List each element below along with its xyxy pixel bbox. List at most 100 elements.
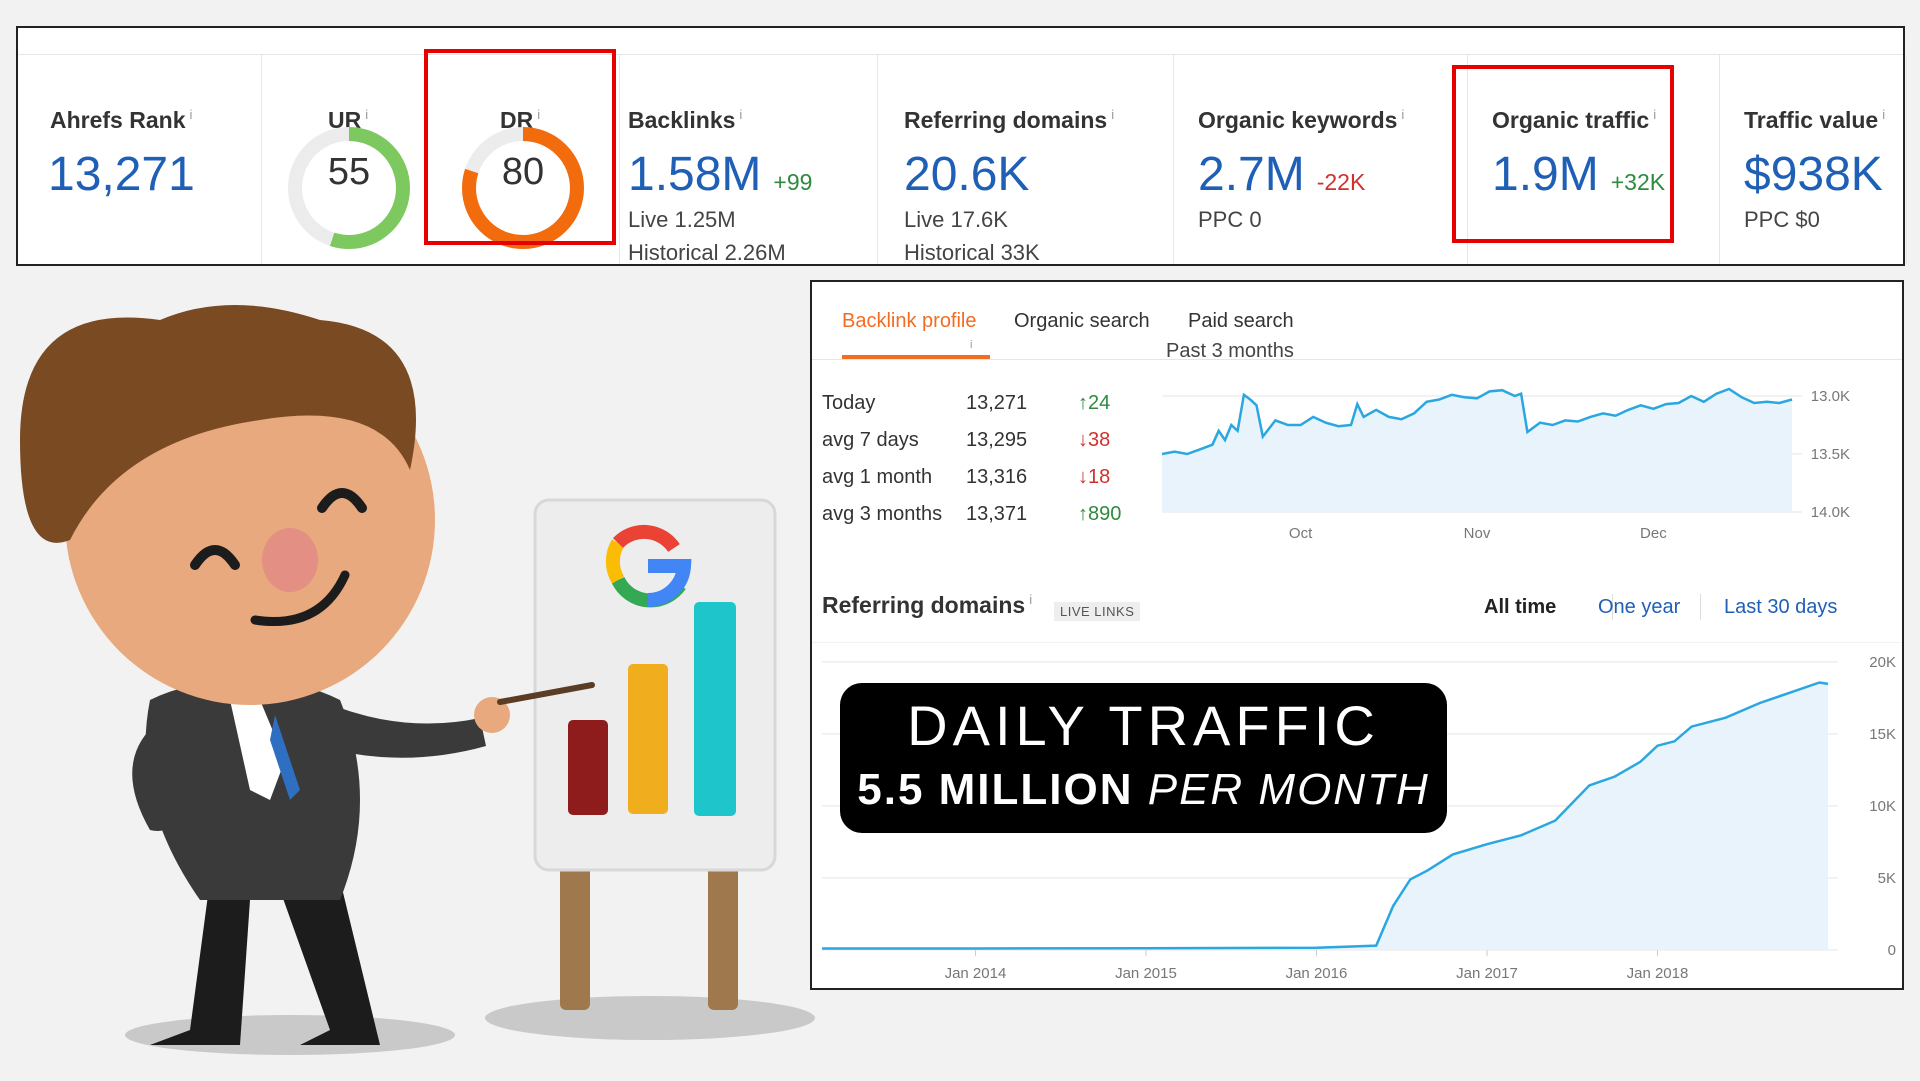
organic-traffic-value-row: 1.9M +32K: [1492, 147, 1665, 202]
organic-keywords-value-row: 2.7M -22K: [1198, 147, 1365, 202]
x-tick-label: Oct: [1289, 525, 1313, 542]
character-hand: [474, 697, 510, 733]
organic-traffic-label[interactable]: Organic traffic i: [1492, 107, 1656, 134]
backlinks-label[interactable]: Backlinks i: [628, 107, 742, 134]
character-nose: [262, 528, 318, 592]
character-shadow: [125, 1015, 455, 1055]
x-tick-label: Dec: [1640, 525, 1667, 542]
metric-organic-traffic: Organic traffic i 1.9M +32K: [1468, 55, 1720, 264]
metric-ur: UR i 55: [262, 55, 440, 264]
easel-leg-left: [560, 860, 590, 1010]
tab-backlink-profile[interactable]: Backlink profile: [842, 310, 977, 332]
banner-title: DAILY TRAFFIC: [907, 694, 1380, 757]
character-mouth: [250, 570, 350, 626]
referring-domains-area: [822, 682, 1828, 950]
referring-domains-value[interactable]: 20.6K: [904, 148, 1030, 201]
ahrefs-rank-label-text: Ahrefs Rank: [50, 107, 186, 133]
character-tie: [270, 715, 300, 800]
info-icon[interactable]: i: [739, 107, 743, 123]
referring-domains-historical[interactable]: Historical 33K: [904, 240, 1040, 265]
backlink-profile-panel: Backlink profile Organic search Paid sea…: [810, 280, 1904, 990]
range-all-time[interactable]: All time: [1484, 596, 1557, 618]
x-tick-label: Jan 2014: [945, 965, 1007, 982]
character-arm-right: [315, 700, 486, 758]
bar-red: [568, 720, 608, 815]
info-icon[interactable]: i: [1401, 107, 1405, 123]
backlinks-value[interactable]: 1.58M: [628, 148, 762, 201]
metrics-bar: Ahrefs Rank i 13,271 UR i 55 DR i 80 Backli…: [16, 26, 1907, 266]
rank-row-label: avg 1 month: [822, 466, 933, 488]
x-tick-label: Nov: [1464, 525, 1491, 542]
backlinks-label-text: Backlinks: [628, 107, 736, 133]
referring-domains-label-text: Referring domains: [904, 107, 1108, 133]
traffic-value-value[interactable]: $938K: [1744, 148, 1883, 201]
info-icon[interactable]: i: [189, 107, 193, 123]
pointer-stick: [497, 682, 595, 705]
organic-traffic-highlight-box: [1452, 65, 1674, 243]
ur-gauge: [288, 127, 410, 249]
backlinks-value-row: 1.58M +99: [628, 147, 812, 202]
info-icon[interactable]: i: [1882, 107, 1886, 123]
info-icon[interactable]: i: [365, 107, 369, 123]
ahrefs-rank-value: 13,271: [48, 148, 195, 201]
tab-info-icon[interactable]: i: [970, 339, 973, 351]
referring-domains-label[interactable]: Referring domains i: [904, 107, 1114, 134]
banner-subtitle-italic: PER MONTH: [1147, 765, 1430, 814]
range-last-30-days[interactable]: Last 30 days: [1724, 596, 1838, 618]
y-tick-label: 0: [1888, 942, 1896, 959]
x-tick-label: Jan 2015: [1115, 965, 1177, 982]
organic-keywords-label[interactable]: Organic keywords i: [1198, 107, 1404, 134]
metric-backlinks: Backlinks i 1.58M +99 Live 1.25M Historica…: [620, 55, 878, 265]
traffic-value-ppc: PPC $0: [1744, 207, 1820, 232]
range-one-year[interactable]: One year: [1598, 596, 1681, 618]
info-icon[interactable]: i: [1029, 592, 1033, 608]
info-icon[interactable]: i: [1653, 107, 1657, 123]
y-tick-label: 13.5K: [1811, 446, 1850, 463]
ur-value: 55: [327, 151, 371, 193]
tab-organic-search[interactable]: Organic search: [1014, 310, 1150, 332]
metric-organic-keywords: Organic keywords i 2.7M -22K PPC 0: [1174, 55, 1468, 264]
rank-row-label: avg 3 months: [822, 503, 943, 525]
rank-row-value: 13,371: [966, 503, 1028, 525]
range-separator: [1700, 594, 1701, 620]
google-g-icon: [605, 524, 692, 608]
rank-row-change: ↑24: [1078, 392, 1111, 414]
board-shadow: [485, 996, 815, 1040]
backlinks-live[interactable]: Live 1.25M: [628, 207, 736, 232]
character-leg-right: [280, 880, 380, 1045]
ur-gauge-arc: [288, 127, 410, 249]
rank-row-label: Today: [822, 392, 876, 414]
rank-row-value: 13,295: [966, 429, 1028, 451]
character-eye-left: [190, 545, 240, 570]
character-hair: [20, 305, 416, 543]
referring-domains-title-text: Referring domains: [822, 592, 1026, 618]
banner-subtitle-bold: 5.5 MILLION: [857, 765, 1134, 814]
organic-keywords-ppc: PPC 0: [1198, 207, 1262, 232]
referring-domains-live[interactable]: Live 17.6K: [904, 207, 1008, 232]
rank-line: [1162, 387, 1793, 456]
rank-area: [1162, 389, 1792, 512]
y-tick-label: 10K: [1869, 798, 1896, 815]
dr-highlight-box: [424, 49, 616, 245]
banner-subtitle: 5.5 MILLION PER MONTH: [840, 765, 1447, 815]
y-tick-label: 14.0K: [1811, 504, 1850, 521]
traffic-value-label-text: Traffic value: [1744, 107, 1879, 133]
ahrefs-rank-label[interactable]: Ahrefs Rank i: [50, 107, 192, 134]
traffic-value-label[interactable]: Traffic value i: [1744, 107, 1885, 134]
rank-row-change: ↓38: [1078, 429, 1111, 451]
info-icon[interactable]: i: [1111, 107, 1115, 123]
bar-yellow: [628, 664, 668, 814]
easel-leg-right: [708, 860, 738, 1010]
organic-keywords-value[interactable]: 2.7M: [1198, 148, 1305, 201]
info-icon[interactable]: i: [537, 107, 541, 123]
organic-traffic-value[interactable]: 1.9M: [1492, 148, 1599, 201]
backlinks-historical[interactable]: Historical 2.26M: [628, 240, 786, 265]
referring-domains-line: [822, 681, 1829, 950]
rank-row-change: ↑890: [1078, 503, 1122, 525]
tab-paid-search[interactable]: Paid search: [1188, 310, 1294, 332]
daily-traffic-banner: DAILY TRAFFIC 5.5 MILLION PER MONTH: [840, 683, 1447, 833]
rank-row-value: 13,271: [966, 392, 1028, 414]
referring-domains-chart: 20K 15K 10K 5K 0 Jan 2014 Jan 2015 Jan 2016 Jan …: [812, 642, 1902, 982]
y-tick-label: 15K: [1869, 726, 1896, 743]
y-tick-label: 13.0K: [1811, 388, 1850, 405]
